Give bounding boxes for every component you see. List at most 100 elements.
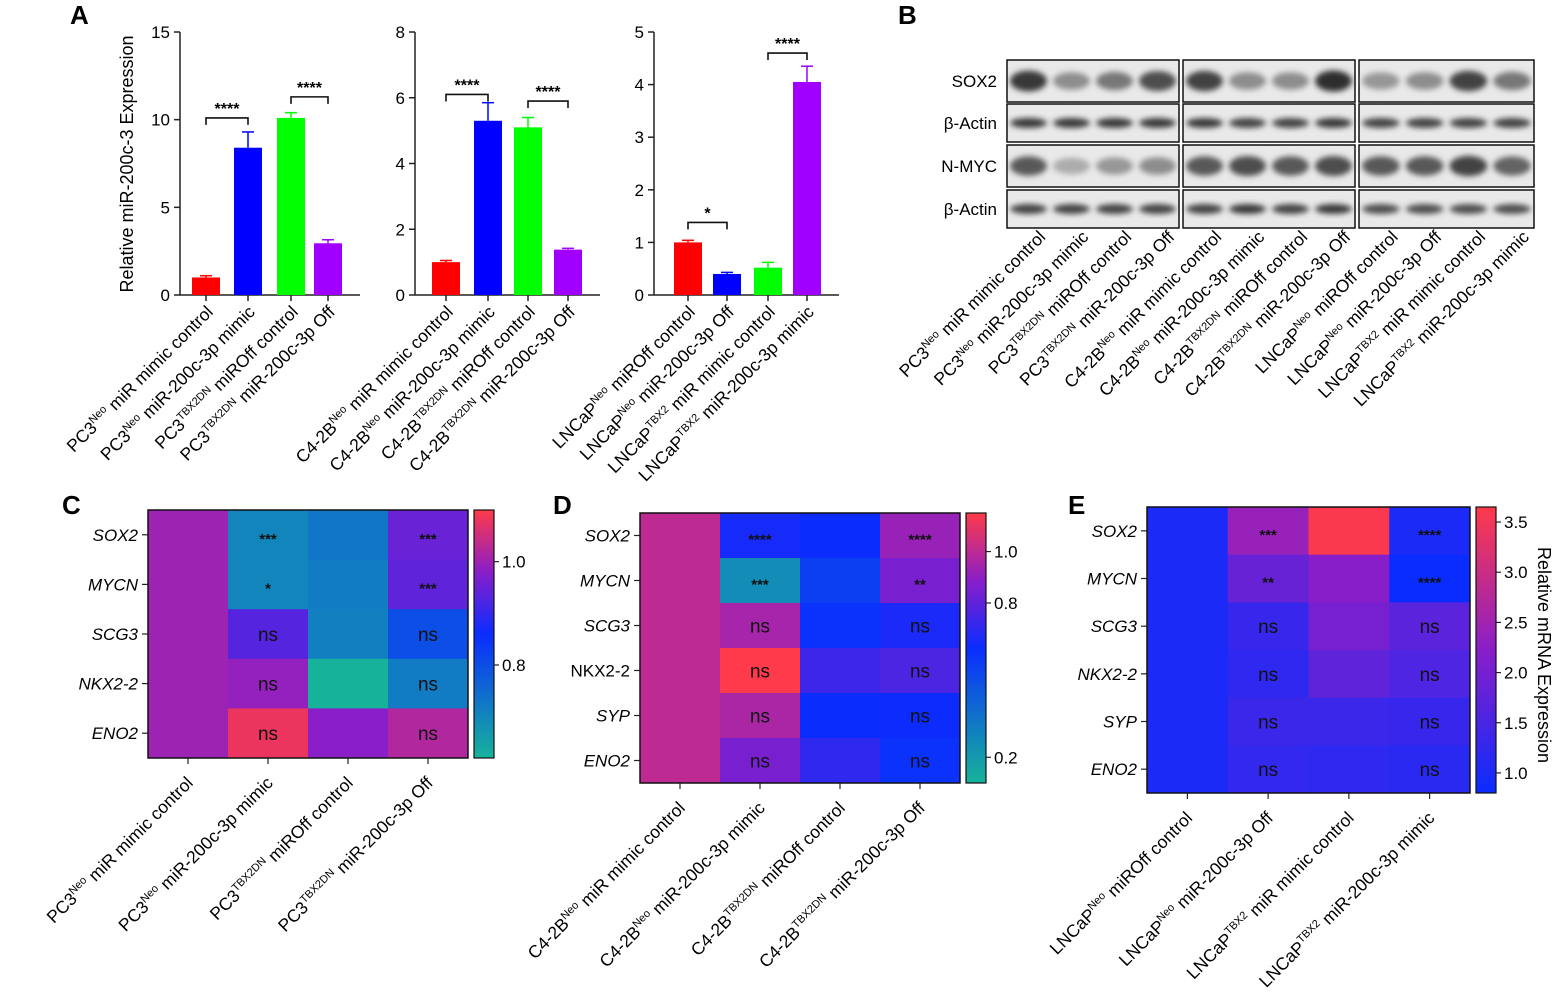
heatmap-cell bbox=[1308, 697, 1390, 746]
heatmap-cell bbox=[880, 648, 961, 694]
significance-label: **** bbox=[775, 36, 801, 53]
blot-band bbox=[1362, 118, 1400, 128]
a-y-axis-label: Relative miR-200c-3 Expression bbox=[117, 35, 137, 292]
cell-annotation: ns bbox=[1258, 713, 1278, 734]
column-label-base: LNCaP bbox=[1115, 916, 1169, 970]
heatmap-cell bbox=[148, 510, 229, 561]
blot-band bbox=[1186, 204, 1223, 214]
blot-band bbox=[1139, 71, 1176, 91]
significance-label: **** bbox=[455, 77, 481, 94]
blot-band bbox=[1010, 156, 1047, 176]
cell-annotation: *** bbox=[419, 531, 437, 548]
column-label: C4-2BNeo miR mimic control bbox=[524, 798, 689, 963]
heatmap-cell bbox=[640, 648, 721, 694]
heatmap-cell bbox=[800, 603, 881, 649]
bar bbox=[514, 127, 542, 296]
colorbar-tick-label: 0.8 bbox=[994, 594, 1018, 613]
row-label: ENO2 bbox=[584, 752, 631, 771]
heatmap-cell bbox=[148, 658, 229, 709]
blot-band bbox=[1315, 156, 1352, 176]
heatmap-cell bbox=[880, 693, 961, 739]
colorbar-tick-label: 1.0 bbox=[994, 543, 1018, 562]
blot-band bbox=[1362, 72, 1400, 90]
heatmap-cell bbox=[1308, 554, 1390, 603]
heatmap-cell bbox=[1227, 697, 1309, 746]
column-label-base: LNCaP bbox=[1255, 937, 1309, 991]
row-label: SOX2 bbox=[1092, 522, 1138, 541]
heatmap-frame bbox=[1146, 506, 1471, 794]
blot-band bbox=[1315, 204, 1352, 214]
heatmap-frame bbox=[147, 509, 469, 759]
heatmap-cell bbox=[148, 708, 229, 759]
x-category-label: C4-2BNeo miR-200c-3p mimic bbox=[325, 302, 499, 476]
blot-band bbox=[1362, 204, 1400, 214]
bar bbox=[793, 81, 821, 295]
blot-lane-label-superscript: TBX2DN bbox=[1216, 321, 1255, 360]
colorbar bbox=[1475, 506, 1497, 794]
heatmap-cell bbox=[1389, 554, 1471, 603]
blot-band bbox=[1315, 118, 1352, 128]
column-label-base: LNCaP bbox=[1046, 904, 1100, 958]
cell-annotation: ns bbox=[1420, 760, 1440, 781]
y-tick-label: 3 bbox=[635, 128, 644, 147]
column-label: PC3Neo miR-200c-3p mimic bbox=[114, 773, 277, 936]
heatmap-cell bbox=[1147, 602, 1229, 651]
blot-band bbox=[1096, 157, 1133, 175]
bar bbox=[674, 242, 702, 295]
blot-row-label: β-Actin bbox=[944, 200, 997, 219]
x-category-label-superscript: TBX2DN bbox=[200, 396, 239, 435]
blot-band bbox=[1139, 157, 1176, 175]
heatmap-cell bbox=[308, 708, 389, 759]
y-tick-label: 10 bbox=[151, 111, 170, 130]
y-tick-label: 5 bbox=[161, 198, 170, 217]
heatmap-cell bbox=[640, 558, 721, 604]
y-tick-label: 15 bbox=[151, 23, 170, 42]
blot-band bbox=[1096, 118, 1133, 128]
heatmap-cell bbox=[1389, 745, 1471, 794]
heatmap-cell bbox=[308, 510, 389, 561]
cell-annotation: *** bbox=[751, 577, 769, 594]
heatmap-cell bbox=[640, 738, 721, 784]
cell-annotation: **** bbox=[748, 532, 772, 549]
row-label: SCG3 bbox=[92, 625, 139, 644]
heatmap-cell bbox=[880, 603, 961, 649]
blot-band bbox=[1449, 118, 1488, 128]
heatmap-cell bbox=[148, 609, 229, 660]
row-label: SCG3 bbox=[584, 617, 631, 636]
cell-annotation: ns bbox=[750, 617, 770, 638]
blot-band bbox=[1449, 70, 1488, 92]
blot-band bbox=[1186, 118, 1223, 128]
significance-label: **** bbox=[215, 101, 241, 118]
cell-annotation: ns bbox=[910, 707, 930, 728]
blot-lane-label-superscript: TBX2DN bbox=[1040, 321, 1079, 360]
heatmap-cell bbox=[1389, 650, 1471, 699]
cell-annotation: * bbox=[265, 580, 271, 597]
cell-annotation: ns bbox=[750, 707, 770, 728]
x-category-label: C4-2BTBX2DN miROff control bbox=[377, 302, 539, 464]
row-label: MYCN bbox=[88, 575, 139, 594]
row-label: SYP bbox=[596, 707, 631, 726]
bar bbox=[713, 273, 741, 295]
cell-annotation: ns bbox=[418, 675, 438, 696]
cell-annotation: *** bbox=[419, 580, 437, 597]
blot-row-label: N-MYC bbox=[941, 157, 997, 176]
panel-letter-b: B bbox=[898, 0, 917, 30]
row-label: SYP bbox=[1103, 713, 1138, 732]
heatmap-cell bbox=[720, 558, 801, 604]
column-label: LNCaPTBX2 miR mimic control bbox=[1182, 808, 1357, 983]
significance-bracket bbox=[445, 93, 489, 102]
heatmap-cell bbox=[308, 609, 389, 660]
cell-annotation: **** bbox=[1418, 575, 1442, 592]
cell-annotation: **** bbox=[908, 532, 932, 549]
heatmap-cell bbox=[640, 513, 721, 559]
blot-band bbox=[1272, 118, 1309, 128]
blot-band bbox=[1493, 204, 1531, 214]
colorbar-tick-label: 3.0 bbox=[1504, 563, 1528, 582]
blot-band bbox=[1229, 204, 1266, 214]
cell-annotation: ns bbox=[910, 752, 930, 773]
blot-band bbox=[1053, 118, 1090, 128]
blot-band bbox=[1053, 72, 1090, 90]
colorbar bbox=[965, 512, 987, 784]
cell-annotation: ns bbox=[1258, 617, 1278, 638]
cell-annotation: ns bbox=[418, 724, 438, 745]
